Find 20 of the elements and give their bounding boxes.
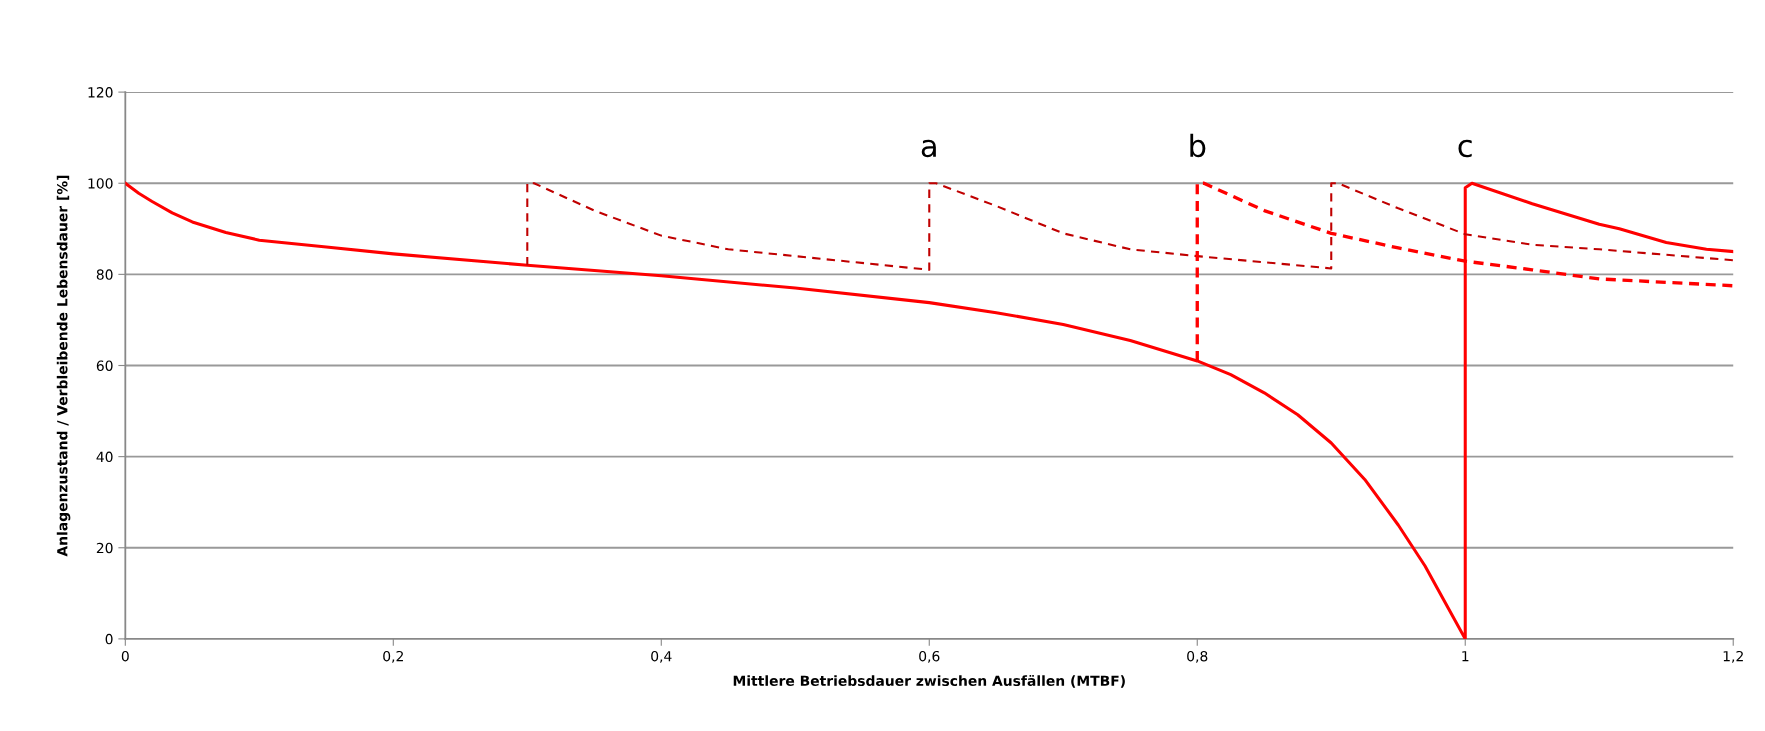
annotation: b [1190, 133, 1206, 158]
x-tick-label: 0,2 [383, 650, 403, 663]
x-tick-label: 0,4 [651, 650, 672, 663]
y-tick-label: 120 [88, 87, 113, 98]
x-tick-label: 1,2 [1723, 650, 1743, 663]
y-tick-label: 40 [96, 451, 113, 463]
y-tick-label: 60 [96, 360, 113, 371]
y-tick-label: 80 [96, 269, 113, 280]
y-tick-label: 100 [88, 178, 113, 189]
x-tick-label: 0,8 [1187, 650, 1208, 663]
x-tick-label: 0 [121, 650, 129, 662]
x-axis-title: Mittlere Betriebsdauer zwischen Ausfällen (MTBF) [733, 675, 1125, 688]
annotation: c [1458, 139, 1472, 158]
y-tick-label: 0 [105, 633, 113, 645]
y-tick-label: 20 [96, 542, 113, 554]
x-tick-label: 1 [1462, 651, 1469, 662]
line-series [526, 182, 1734, 271]
annotation: a [921, 139, 936, 158]
y-axis-title: Anlagenzustand / Verbleibende Lebensdauer [%] [56, 175, 71, 557]
x-tick-label: 0,6 [919, 650, 940, 663]
